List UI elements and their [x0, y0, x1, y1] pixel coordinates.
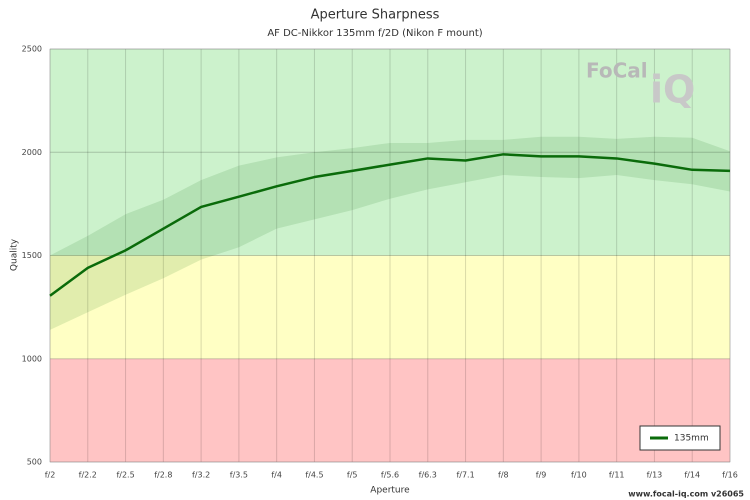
x-tick-label: f/14 [684, 471, 700, 480]
x-tick-label: f/9 [536, 471, 547, 480]
range-band [50, 136, 730, 330]
logo-mark: iQ [650, 68, 695, 112]
quality-zone [50, 358, 730, 462]
y-tick-label: 2500 [22, 45, 42, 54]
x-tick-label: f/4.5 [305, 471, 323, 480]
x-tick-label: f/2.8 [154, 471, 172, 480]
x-tick-label: f/5.6 [381, 471, 399, 480]
x-tick-label: f/10 [571, 471, 587, 480]
chart-title: Aperture Sharpness [311, 8, 440, 23]
x-tick-label: f/16 [722, 471, 738, 480]
legend-label: 135mm [674, 434, 709, 444]
x-tick-label: f/6.3 [419, 471, 437, 480]
x-tick-label: f/11 [609, 471, 625, 480]
plot-border [49, 48, 731, 463]
x-tick-label: f/2 [45, 471, 56, 480]
y-axis-title: Quality [10, 238, 20, 271]
series-line [49, 153, 731, 297]
footer: www.focal-iq.com v26065 [628, 490, 744, 499]
y-tick-label: 1500 [22, 251, 42, 260]
x-tick-label: f/4 [271, 471, 282, 480]
y-tick-label: 500 [27, 458, 42, 467]
x-tick-label: f/7.1 [456, 471, 474, 480]
x-tick-label: f/3.5 [230, 471, 248, 480]
x-tick-label: f/5 [347, 471, 358, 480]
x-tick-label: f/2.2 [79, 471, 97, 480]
quality-zone [50, 255, 730, 359]
x-axis-title: Aperture [370, 486, 410, 496]
chart-subtitle: AF DC-Nikkor 135mm f/2D (Nikon F mount) [267, 28, 482, 39]
x-tick-label: f/13 [647, 471, 663, 480]
logo-text: FoCal [586, 59, 648, 83]
y-tick-label: 2000 [22, 148, 42, 157]
x-tick-label: f/8 [498, 471, 509, 480]
y-tick-label: 1000 [22, 354, 42, 363]
x-tick-label: f/3.2 [192, 471, 210, 480]
quality-zone [50, 49, 730, 256]
x-tick-label: f/2.5 [116, 471, 134, 480]
